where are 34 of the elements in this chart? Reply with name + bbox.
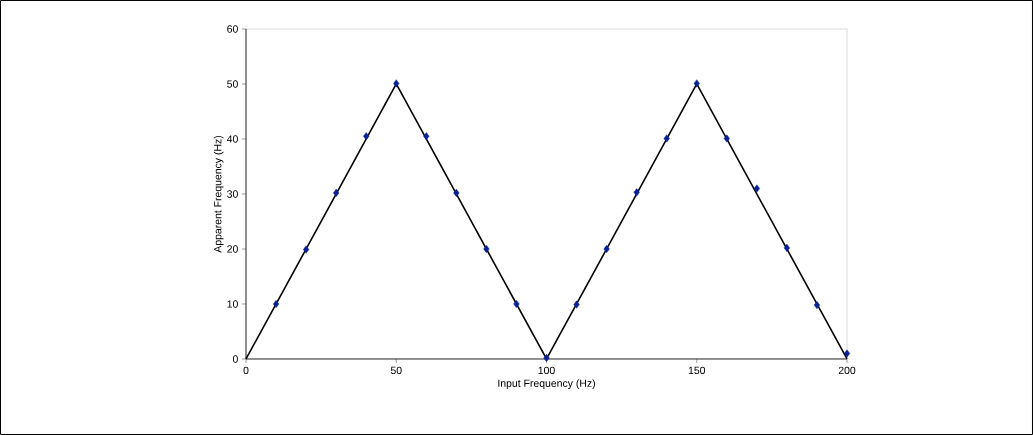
x-tick-label: 100 xyxy=(538,366,555,375)
x-tick-label: 50 xyxy=(390,366,402,375)
point xyxy=(363,132,370,141)
x-tick-label: 150 xyxy=(688,366,706,375)
x-axis-title: Input Frequency (Hz) xyxy=(498,379,595,389)
y-tick-label: 30 xyxy=(227,190,238,198)
point xyxy=(693,79,700,88)
point xyxy=(663,134,670,143)
point xyxy=(273,300,280,308)
point xyxy=(843,349,851,358)
point xyxy=(303,245,310,254)
x-tick-label: 200 xyxy=(838,366,856,375)
point xyxy=(633,188,640,197)
point xyxy=(483,245,490,253)
point xyxy=(813,301,820,310)
y-tick-label: 50 xyxy=(227,80,238,88)
point xyxy=(783,243,790,252)
point xyxy=(723,134,730,143)
y-axis-title: Apparent Frequency (Hz) xyxy=(213,135,224,253)
y-tick-label: 0 xyxy=(232,355,238,363)
point xyxy=(453,188,460,197)
point xyxy=(393,79,400,88)
y-tick-label: 60 xyxy=(227,25,238,33)
point xyxy=(603,245,610,253)
x-tick-label: 0 xyxy=(243,366,249,375)
y-tick-label: 10 xyxy=(227,300,238,308)
point xyxy=(423,132,430,141)
y-tick-label: 40 xyxy=(226,135,238,143)
y-tick-label: 20 xyxy=(227,245,238,253)
point xyxy=(543,353,550,362)
point xyxy=(333,188,340,197)
point xyxy=(513,300,520,308)
point xyxy=(573,300,580,309)
point xyxy=(753,184,760,193)
